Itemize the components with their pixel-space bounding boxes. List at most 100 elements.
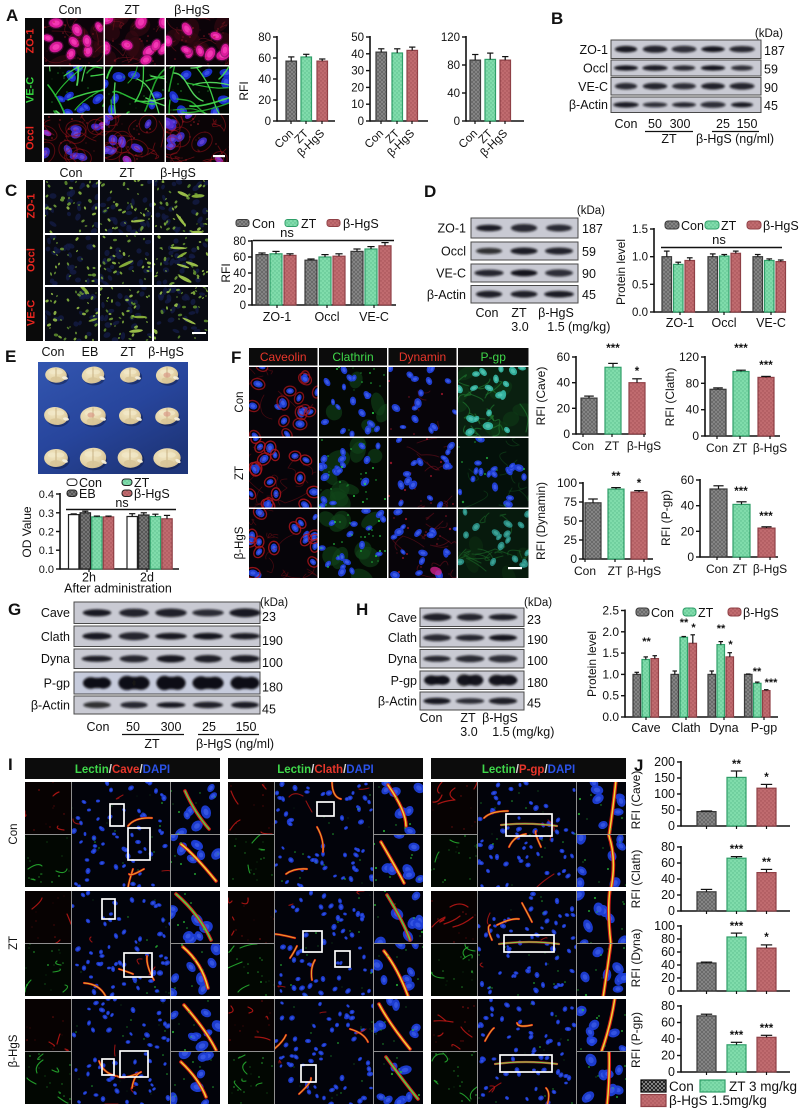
svg-text:Dyna: Dyna <box>41 652 70 666</box>
svg-text:45: 45 <box>582 288 596 302</box>
svg-text:0: 0 <box>563 427 570 441</box>
svg-text:***: *** <box>730 1030 744 1042</box>
svg-text:β-HgS: β-HgS <box>627 439 661 453</box>
svg-text:80: 80 <box>661 999 675 1013</box>
svg-text:100: 100 <box>654 787 675 801</box>
svg-text:D: D <box>424 182 436 201</box>
svg-text:EB: EB <box>82 345 99 359</box>
svg-text:Lectin/Cave/DAPI: Lectin/Cave/DAPI <box>75 764 170 776</box>
svg-text:β-HgS: β-HgS <box>148 345 184 359</box>
svg-text:ZT: ZT <box>144 737 160 751</box>
svg-text:β-HgS: β-HgS <box>234 526 246 559</box>
svg-text:ns: ns <box>115 496 128 510</box>
svg-text:0: 0 <box>240 300 246 312</box>
svg-text:60: 60 <box>661 856 675 870</box>
svg-text:**: ** <box>717 623 726 635</box>
svg-text:J: J <box>634 756 643 775</box>
svg-text:0: 0 <box>668 904 675 918</box>
svg-text:90: 90 <box>764 81 778 95</box>
svg-text:P-gp: P-gp <box>391 674 417 688</box>
svg-text:β-HgS 1.5mg/kg: β-HgS 1.5mg/kg <box>669 1093 767 1108</box>
svg-text:(mg/kg): (mg/kg) <box>568 320 610 334</box>
svg-text:ZT: ZT <box>120 345 136 359</box>
svg-text:2h: 2h <box>82 571 96 585</box>
svg-text:1.5: 1.5 <box>632 224 648 236</box>
svg-text:Con: Con <box>651 606 674 620</box>
svg-text:20: 20 <box>233 284 246 296</box>
svg-text:Con: Con <box>420 711 443 725</box>
svg-text:Con: Con <box>615 117 638 131</box>
svg-text:Con: Con <box>42 345 65 359</box>
svg-text:Con: Con <box>87 720 110 734</box>
svg-text:0.0: 0.0 <box>602 710 619 724</box>
svg-text:β-HgS: β-HgS <box>343 217 379 231</box>
svg-text:Con: Con <box>706 562 728 576</box>
svg-text:***: *** <box>606 343 620 355</box>
svg-text:**: ** <box>732 759 741 771</box>
svg-text:60: 60 <box>661 945 675 959</box>
svg-text:40: 40 <box>447 88 460 100</box>
svg-text:60: 60 <box>233 252 246 264</box>
svg-text:β-HgS (ng/ml): β-HgS (ng/ml) <box>196 737 274 751</box>
svg-text:β-HgS: β-HgS <box>160 166 196 180</box>
svg-text:RFI: RFI <box>219 263 233 282</box>
svg-text:β-HgS: β-HgS <box>8 1034 20 1067</box>
svg-text:0.4: 0.4 <box>39 489 54 501</box>
svg-text:0: 0 <box>668 819 675 833</box>
svg-text:1.5: 1.5 <box>547 320 564 334</box>
svg-text:Dynamin: Dynamin <box>399 350 446 364</box>
svg-text:ZT 3 mg/kg: ZT 3 mg/kg <box>729 1079 797 1094</box>
svg-text:VE-C: VE-C <box>26 300 38 326</box>
svg-text:0: 0 <box>454 116 460 128</box>
svg-text:60: 60 <box>258 53 271 65</box>
svg-text:150: 150 <box>236 720 257 734</box>
svg-text:Protein level: Protein level <box>585 631 599 697</box>
svg-text:80: 80 <box>686 376 700 390</box>
svg-text:60: 60 <box>661 1016 675 1030</box>
svg-text:*: * <box>764 772 769 784</box>
svg-text:***: *** <box>765 677 779 689</box>
svg-text:ZO-1: ZO-1 <box>263 310 292 324</box>
svg-text:(mg/kg): (mg/kg) <box>512 725 554 739</box>
svg-text:1.0: 1.0 <box>632 252 648 264</box>
svg-text:23: 23 <box>527 613 541 627</box>
svg-text:G: G <box>8 600 21 619</box>
svg-text:Occl: Occl <box>712 316 737 330</box>
svg-text:β-HgS: β-HgS <box>627 564 661 578</box>
svg-text:80: 80 <box>447 60 460 72</box>
svg-text:150: 150 <box>737 117 758 131</box>
svg-text:2d: 2d <box>140 571 154 585</box>
svg-text:200: 200 <box>654 755 675 769</box>
svg-text:0.5: 0.5 <box>632 279 648 291</box>
svg-text:0: 0 <box>570 552 577 566</box>
svg-text:120: 120 <box>441 32 460 44</box>
svg-text:50: 50 <box>351 32 364 44</box>
svg-text:β-HgS: β-HgS <box>482 711 518 725</box>
svg-text:(kDa): (kDa) <box>524 597 552 609</box>
svg-text:Con: Con <box>706 441 728 455</box>
svg-text:β-HgS: β-HgS <box>763 219 799 233</box>
svg-text:*: * <box>764 932 769 944</box>
svg-text:100: 100 <box>262 656 283 670</box>
svg-text:***: *** <box>759 511 773 523</box>
svg-text:RFI (P-gp): RFI (P-gp) <box>629 1012 643 1068</box>
svg-text:ZT: ZT <box>234 466 246 480</box>
svg-text:50: 50 <box>661 803 675 817</box>
svg-text:P-gp: P-gp <box>44 677 70 691</box>
svg-text:25: 25 <box>716 117 730 131</box>
svg-text:1.0: 1.0 <box>602 667 619 681</box>
svg-text:23: 23 <box>262 610 276 624</box>
svg-text:180: 180 <box>527 676 548 690</box>
svg-text:**: ** <box>612 471 621 483</box>
svg-text:50: 50 <box>564 514 578 528</box>
svg-text:Occl: Occl <box>441 245 466 259</box>
svg-text:β-HgS: β-HgS <box>743 606 779 620</box>
svg-text:80: 80 <box>661 932 675 946</box>
svg-text:**: ** <box>642 636 651 648</box>
svg-text:0.3: 0.3 <box>39 508 54 520</box>
svg-text:P-gp: P-gp <box>751 721 777 735</box>
svg-text:Cave: Cave <box>631 721 660 735</box>
svg-text:ZO-1: ZO-1 <box>580 43 609 57</box>
svg-text:C: C <box>5 181 17 200</box>
svg-text:β-Actin: β-Actin <box>569 98 608 112</box>
